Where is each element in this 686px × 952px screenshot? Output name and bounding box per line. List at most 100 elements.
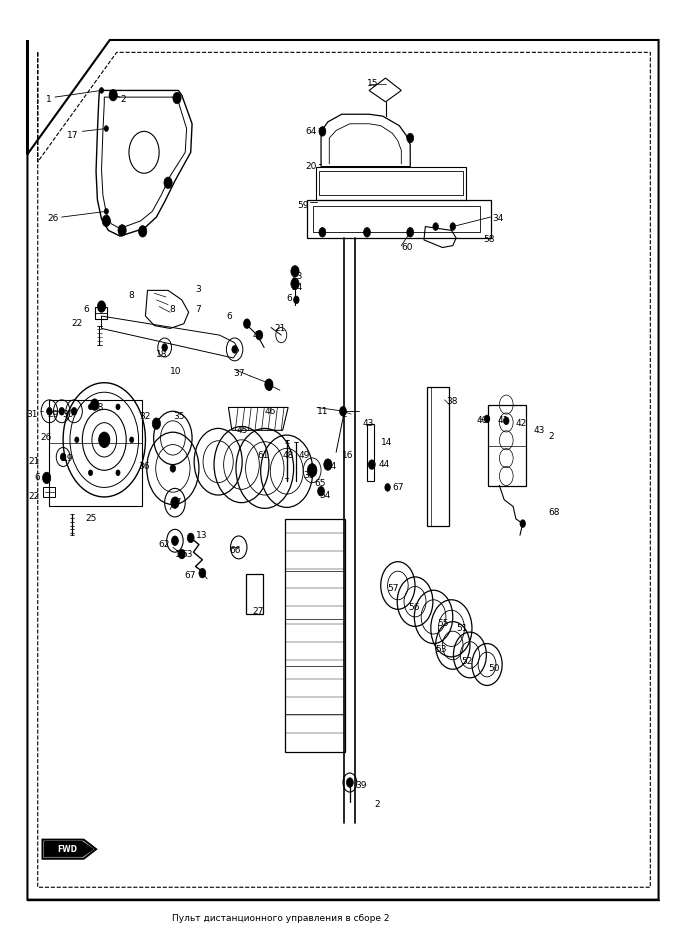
Text: Пульт дистанционного управления в сборе 2: Пульт дистанционного управления в сборе … xyxy=(172,914,389,923)
Circle shape xyxy=(59,407,64,415)
Bar xyxy=(49,400,142,506)
Circle shape xyxy=(187,533,194,543)
Text: 36: 36 xyxy=(138,462,150,471)
Circle shape xyxy=(407,133,414,143)
Text: 19: 19 xyxy=(62,454,73,464)
Text: 22: 22 xyxy=(29,492,40,502)
Text: 21: 21 xyxy=(28,457,40,466)
Circle shape xyxy=(265,379,273,390)
Circle shape xyxy=(232,346,237,353)
Circle shape xyxy=(75,437,79,443)
Text: 33: 33 xyxy=(303,471,315,481)
Circle shape xyxy=(256,330,263,340)
Text: 1: 1 xyxy=(46,95,51,105)
Text: 11: 11 xyxy=(317,407,329,416)
Circle shape xyxy=(291,278,299,289)
Text: 62: 62 xyxy=(158,540,170,549)
Text: 48: 48 xyxy=(283,450,294,460)
Text: 30: 30 xyxy=(62,409,74,419)
Text: 34: 34 xyxy=(493,214,504,224)
Circle shape xyxy=(71,407,77,415)
Circle shape xyxy=(346,778,353,787)
Text: 14: 14 xyxy=(381,438,392,447)
Bar xyxy=(316,167,466,200)
Circle shape xyxy=(172,536,178,545)
Text: 16: 16 xyxy=(342,450,353,460)
Text: 17: 17 xyxy=(67,130,79,140)
Text: 32: 32 xyxy=(139,412,151,422)
Text: 50: 50 xyxy=(488,664,500,673)
Text: 53: 53 xyxy=(436,645,447,654)
Circle shape xyxy=(47,407,52,415)
Circle shape xyxy=(88,404,93,409)
Circle shape xyxy=(91,399,99,410)
Circle shape xyxy=(307,464,317,477)
Circle shape xyxy=(60,453,66,461)
Text: 66: 66 xyxy=(230,545,241,555)
Text: 6: 6 xyxy=(84,305,89,314)
Text: 7: 7 xyxy=(196,305,201,314)
Circle shape xyxy=(99,88,104,93)
Circle shape xyxy=(364,228,370,237)
Circle shape xyxy=(173,92,181,104)
Text: 37: 37 xyxy=(233,368,245,378)
Polygon shape xyxy=(43,840,96,859)
Text: FWD: FWD xyxy=(57,844,78,854)
Text: 2: 2 xyxy=(549,431,554,441)
Polygon shape xyxy=(45,842,93,857)
Bar xyxy=(307,200,491,238)
Text: 3: 3 xyxy=(196,285,201,294)
Text: 52: 52 xyxy=(461,657,473,666)
Text: 15: 15 xyxy=(367,79,379,89)
Text: 56: 56 xyxy=(408,603,420,612)
Circle shape xyxy=(104,126,108,131)
Bar xyxy=(95,307,107,319)
Text: 40: 40 xyxy=(477,416,488,426)
Text: 6: 6 xyxy=(287,294,292,304)
Text: 5: 5 xyxy=(244,319,249,328)
Circle shape xyxy=(291,266,299,277)
Circle shape xyxy=(171,497,179,508)
Circle shape xyxy=(97,301,106,312)
Text: 29: 29 xyxy=(47,409,58,419)
Circle shape xyxy=(99,432,110,447)
Text: 10: 10 xyxy=(170,367,182,376)
Text: 44: 44 xyxy=(379,460,390,469)
Circle shape xyxy=(407,228,414,237)
Text: 26: 26 xyxy=(40,433,51,443)
Text: 47: 47 xyxy=(170,498,182,507)
Text: 28: 28 xyxy=(93,403,104,412)
Text: 55: 55 xyxy=(438,619,449,628)
Bar xyxy=(319,171,463,195)
Circle shape xyxy=(109,89,117,101)
Circle shape xyxy=(520,520,525,527)
Text: 2: 2 xyxy=(342,409,347,419)
Circle shape xyxy=(450,223,456,230)
Text: 26: 26 xyxy=(47,214,58,224)
Text: 20: 20 xyxy=(305,162,317,171)
Text: 12: 12 xyxy=(175,549,187,559)
Circle shape xyxy=(139,226,147,237)
Bar xyxy=(313,206,480,232)
Circle shape xyxy=(88,470,93,476)
Text: 49: 49 xyxy=(298,450,310,460)
Circle shape xyxy=(504,417,509,425)
Text: 43: 43 xyxy=(362,419,374,428)
Circle shape xyxy=(484,415,490,423)
Text: 8: 8 xyxy=(169,305,175,314)
Text: 25: 25 xyxy=(86,514,97,524)
Bar xyxy=(285,519,345,752)
Text: 67: 67 xyxy=(184,571,196,581)
Circle shape xyxy=(244,319,250,328)
Text: 27: 27 xyxy=(252,606,264,616)
Text: 23: 23 xyxy=(292,271,303,281)
Text: 60: 60 xyxy=(401,243,413,252)
Text: 63: 63 xyxy=(182,549,193,559)
Circle shape xyxy=(116,470,120,476)
Circle shape xyxy=(170,465,176,472)
Text: 44: 44 xyxy=(326,462,337,471)
Text: 43: 43 xyxy=(534,426,545,435)
Circle shape xyxy=(116,404,120,409)
Text: 39: 39 xyxy=(355,781,367,790)
Circle shape xyxy=(199,568,206,578)
